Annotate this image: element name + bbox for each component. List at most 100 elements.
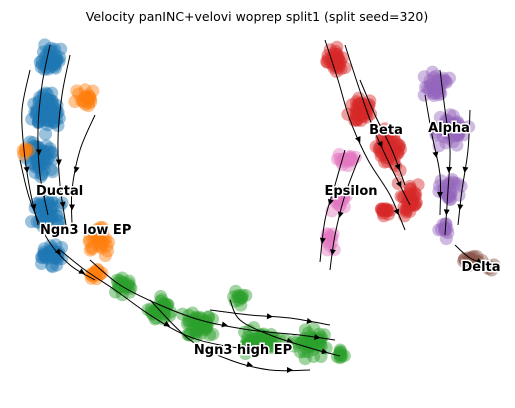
point-ngn3-high-ep bbox=[121, 279, 135, 293]
point-beta bbox=[386, 147, 399, 161]
point-ductal bbox=[38, 106, 52, 120]
point-ngn3-high-ep bbox=[251, 334, 265, 348]
point-ngn3-high-ep bbox=[198, 320, 212, 334]
velocity-arrowhead bbox=[432, 151, 439, 158]
point-ductal bbox=[31, 160, 45, 174]
point-alpha bbox=[446, 109, 460, 123]
velocity-arrowhead bbox=[59, 201, 66, 208]
point-beta bbox=[354, 107, 368, 121]
point-beta bbox=[352, 97, 366, 111]
point-beta bbox=[392, 139, 406, 153]
point-epsilon bbox=[345, 151, 358, 165]
point-ductal bbox=[45, 51, 59, 65]
point-ngn3-high-ep bbox=[234, 298, 248, 312]
point-epsilon bbox=[345, 153, 359, 167]
point-alpha bbox=[443, 186, 457, 200]
point-ngn3-high-ep bbox=[302, 339, 316, 353]
point-ductal bbox=[46, 58, 60, 72]
point-ductal bbox=[42, 206, 56, 220]
point-ngn3-high-ep bbox=[300, 334, 314, 348]
point-alpha bbox=[442, 190, 456, 204]
point-beta bbox=[411, 178, 425, 192]
point-beta bbox=[405, 198, 419, 211]
point-alpha bbox=[429, 69, 443, 83]
velocity-streamlines-layer bbox=[19, 39, 499, 373]
point-ductal bbox=[41, 54, 55, 68]
point-beta bbox=[375, 202, 389, 216]
point-epsilon bbox=[330, 190, 344, 204]
point-ductal bbox=[30, 154, 44, 167]
cluster-label-ngn3-high-ep: Ngn3 high EP bbox=[194, 343, 292, 358]
point-ngn3-high-ep bbox=[233, 290, 247, 304]
point-ductal bbox=[32, 111, 46, 125]
point-ngn3-high-ep bbox=[258, 329, 272, 343]
cluster-labels-layer: Ductal Ngn3 low EP Ngn3 high EP Beta Alpha De… bbox=[35, 120, 503, 360]
point-beta bbox=[350, 113, 364, 126]
point-beta bbox=[331, 50, 345, 64]
point-ductal bbox=[38, 198, 52, 212]
point-ngn3-high-ep bbox=[300, 335, 313, 349]
point-alpha bbox=[439, 74, 453, 88]
point-ngn3-high-ep bbox=[153, 304, 167, 318]
point-alpha bbox=[432, 139, 446, 153]
point-ngn3-high-ep bbox=[232, 288, 246, 302]
point-alpha bbox=[419, 80, 432, 94]
velocity-arrowhead bbox=[393, 208, 400, 216]
point-ngn3-high-ep bbox=[330, 350, 344, 364]
point-ductal bbox=[38, 103, 52, 117]
point-ngn3-high-ep bbox=[315, 330, 328, 344]
point-ngn3-low-ep bbox=[93, 239, 107, 253]
point-alpha bbox=[436, 130, 450, 144]
point-beta bbox=[379, 202, 393, 216]
point-ngn3-low-ep bbox=[95, 225, 109, 238]
point-ductal bbox=[36, 45, 50, 59]
point-ngn3-high-ep bbox=[199, 323, 213, 337]
point-ductal bbox=[43, 60, 57, 74]
point-beta bbox=[376, 136, 390, 149]
velocity-arrowhead bbox=[54, 248, 61, 255]
point-epsilon bbox=[341, 159, 355, 173]
point-alpha bbox=[451, 129, 465, 143]
point-ductal bbox=[41, 249, 55, 263]
point-beta bbox=[350, 113, 363, 127]
point-ngn3-high-ep bbox=[190, 323, 204, 337]
point-beta bbox=[355, 105, 368, 119]
point-beta bbox=[390, 147, 404, 161]
point-epsilon bbox=[343, 150, 356, 164]
point-alpha bbox=[426, 79, 440, 93]
velocity-arrowhead bbox=[355, 136, 361, 143]
point-ngn3-low-ep bbox=[88, 265, 102, 279]
point-beta bbox=[383, 203, 397, 217]
point-alpha bbox=[427, 81, 441, 95]
point-ductal bbox=[51, 210, 64, 223]
point-ductal bbox=[40, 216, 54, 230]
point-epsilon bbox=[320, 233, 334, 246]
point-alpha bbox=[426, 65, 439, 79]
point-epsilon bbox=[343, 149, 357, 163]
point-ductal bbox=[34, 170, 48, 184]
point-ngn3-high-ep bbox=[191, 319, 205, 333]
point-alpha bbox=[432, 223, 446, 237]
point-alpha bbox=[449, 116, 463, 130]
point-ductal bbox=[42, 144, 56, 158]
point-ductal bbox=[36, 220, 50, 234]
point-beta bbox=[358, 102, 372, 116]
point-alpha bbox=[436, 71, 450, 85]
point-beta bbox=[405, 194, 419, 208]
velocity-arrowhead bbox=[73, 166, 80, 173]
point-ngn3-high-ep bbox=[337, 349, 351, 363]
point-ductal bbox=[42, 245, 56, 259]
point-ductal bbox=[38, 94, 52, 107]
point-ductal bbox=[44, 53, 58, 67]
point-ngn3-low-ep bbox=[88, 265, 102, 279]
point-ngn3-high-ep bbox=[293, 345, 307, 359]
point-ngn3-high-ep bbox=[194, 319, 208, 333]
velocity-arrowhead bbox=[329, 249, 336, 256]
point-alpha bbox=[436, 123, 449, 137]
velocity-arrowhead bbox=[314, 334, 321, 341]
point-alpha bbox=[417, 88, 431, 102]
point-ductal bbox=[43, 108, 57, 122]
point-ductal bbox=[38, 207, 52, 221]
point-ngn3-high-ep bbox=[157, 297, 171, 311]
point-ngn3-high-ep bbox=[201, 310, 215, 324]
